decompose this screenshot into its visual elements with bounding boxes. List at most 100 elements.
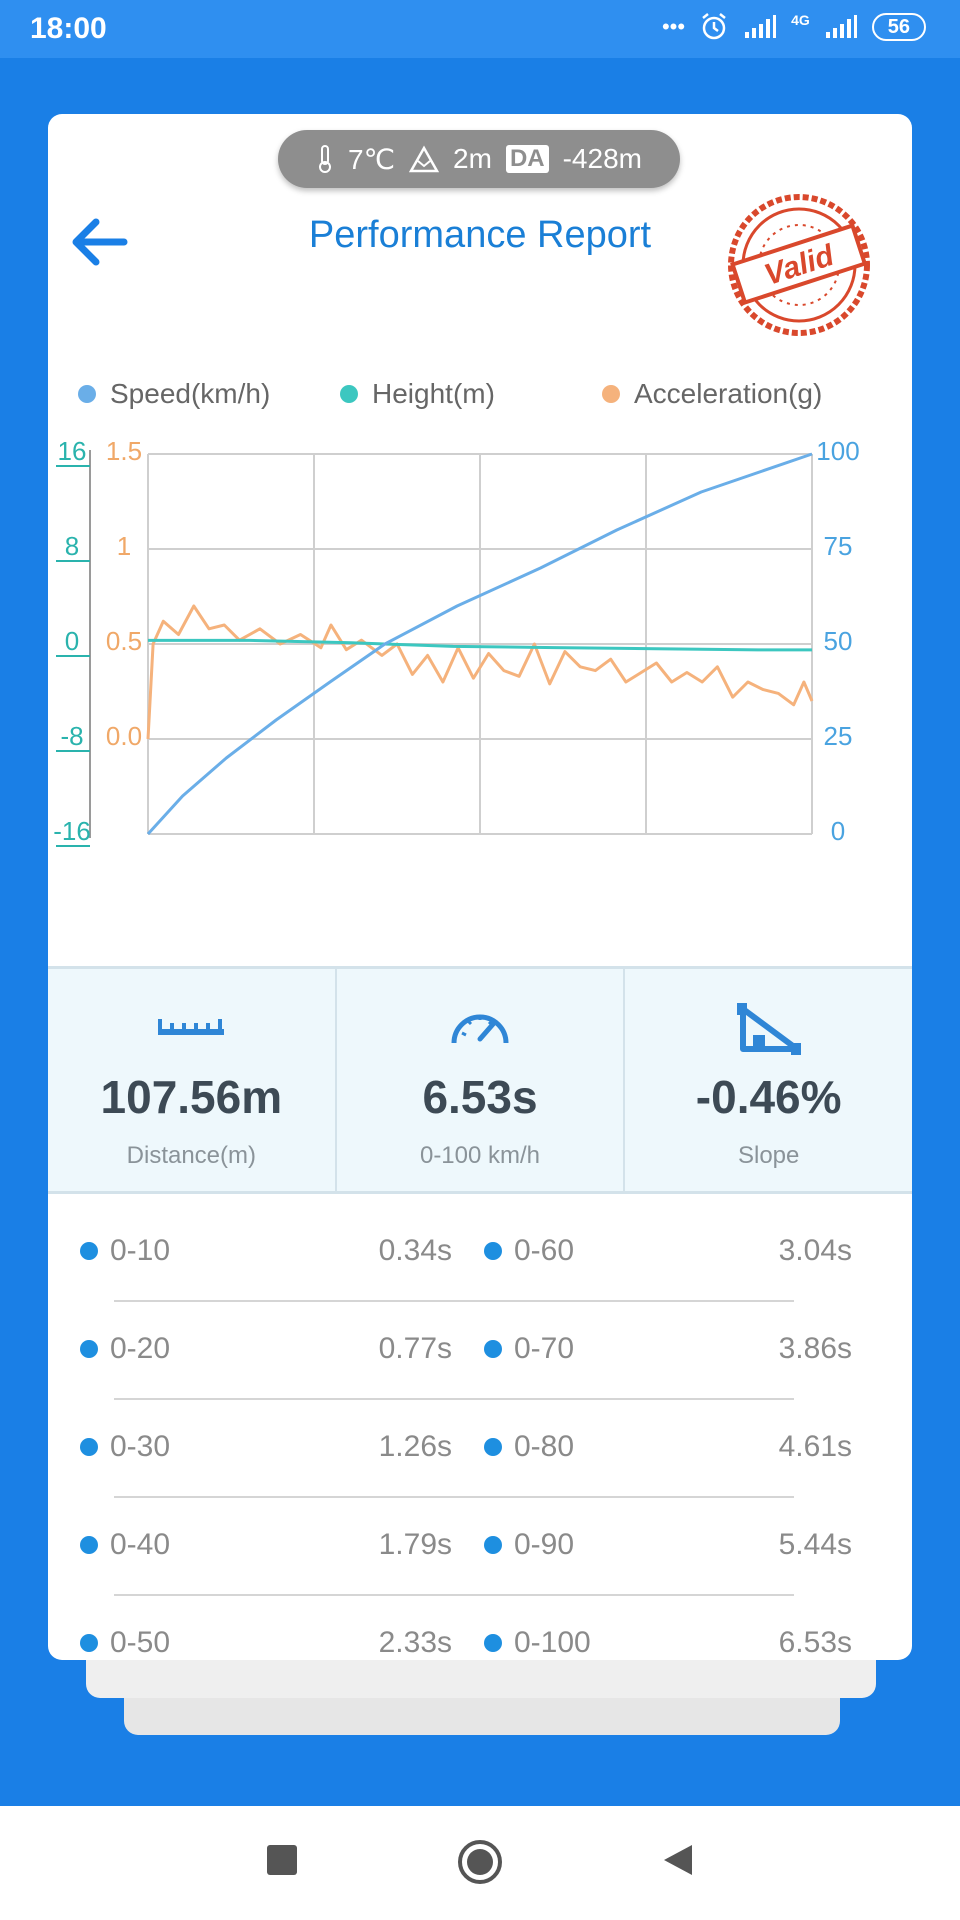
split-right-range: 0-80 (484, 1430, 574, 1464)
split-left-range: 0-50 (80, 1626, 170, 1660)
split-left-range-label: 0-30 (110, 1430, 171, 1463)
table-row: 0-40 1.79s 0-90 5.44s (48, 1498, 912, 1596)
legend-height: Height(m) (340, 378, 495, 410)
height-tick-label: 16 (58, 436, 87, 466)
speed-tick-label: 100 (816, 436, 859, 466)
back-arrow-icon[interactable] (64, 212, 134, 272)
split-right-range: 0-70 (484, 1332, 574, 1366)
split-left-time: 0.77s (378, 1332, 452, 1365)
split-right-range-label: 0-80 (514, 1430, 575, 1463)
thermometer-icon (319, 145, 331, 173)
split-left-time: 1.26s (378, 1430, 452, 1463)
split-left-range-label: 0-20 (110, 1332, 171, 1365)
bullet-icon (484, 1438, 502, 1456)
slope-icon (736, 1003, 801, 1055)
series-line-accel (146, 604, 814, 740)
split-right-time: 5.44s (778, 1528, 852, 1561)
bullet-icon (484, 1242, 502, 1260)
legend-speed-swatch (78, 385, 96, 403)
report-card: 7℃ 2m DA -428m Performance Report Valid … (48, 114, 912, 1660)
recent-apps-button[interactable] (264, 1842, 300, 1878)
legend-height-label: Height(m) (372, 378, 495, 409)
row-divider (114, 1496, 794, 1498)
signal-icon-2 (825, 15, 857, 38)
split-left-time: 2.33s (378, 1626, 452, 1659)
split-right-range-label: 0-60 (514, 1234, 575, 1267)
valid-stamp: Valid (728, 194, 870, 336)
table-row: 0-10 0.34s 0-60 3.04s (48, 1204, 912, 1302)
height-tick-label: 8 (65, 531, 79, 561)
split-left-range: 0-30 (80, 1430, 170, 1464)
bullet-icon (484, 1634, 502, 1652)
legend-acceleration-swatch (602, 385, 620, 403)
height-tick-label: -8 (60, 721, 83, 751)
back-button[interactable] (660, 1842, 696, 1878)
legend-height-swatch (340, 385, 358, 403)
bullet-icon (484, 1536, 502, 1554)
split-right-range: 0-60 (484, 1234, 574, 1268)
speed-tick-label: 50 (824, 626, 853, 656)
series-line-height (148, 638, 812, 652)
table-row: 0-20 0.77s 0-70 3.86s (48, 1302, 912, 1400)
split-left-range: 0-40 (80, 1528, 170, 1562)
stat-slope-label: Slope (737, 1142, 800, 1169)
legend-acceleration: Acceleration(g) (602, 378, 822, 410)
altitude-value: 2m (453, 143, 492, 174)
stat-slope: -0.46% Slope (623, 969, 912, 1191)
split-left-range: 0-20 (80, 1332, 170, 1366)
speed-tick-label: 25 (824, 721, 853, 751)
density-altitude-badge: DA (505, 145, 549, 173)
network-type: 4G (791, 12, 810, 28)
splits-table: 0-10 0.34s 0-60 3.04s 0-20 0.77s 0-70 3.… (48, 1204, 912, 1660)
split-right-range-label: 0-70 (514, 1332, 575, 1365)
split-left-time: 1.79s (378, 1528, 452, 1561)
battery-indicator: 56 (871, 13, 926, 41)
split-right-time: 6.53s (778, 1626, 852, 1659)
speed-tick-label: 75 (824, 531, 853, 561)
split-right-range: 0-100 (484, 1626, 591, 1660)
split-left-time: 0.34s (378, 1234, 452, 1267)
stat-distance-value: 107.56m (100, 1071, 283, 1123)
ruler-icon (158, 1019, 225, 1035)
speed-tick-label: 0 (831, 816, 845, 846)
page-title: Performance Report (308, 214, 652, 256)
legend-speed: Speed(km/h) (78, 378, 270, 410)
bullet-icon (484, 1340, 502, 1358)
split-left-range: 0-10 (80, 1234, 170, 1268)
status-icons: ••• 4G 56 (662, 12, 926, 42)
temperature-value: 7℃ (348, 143, 396, 175)
stat-distance-label: Distance(m) (126, 1142, 257, 1169)
more-dots-icon: ••• (661, 14, 686, 39)
split-left-range-label: 0-10 (110, 1234, 171, 1267)
accel-tick-label: 1 (117, 531, 131, 561)
stat-acceleration-time-value: 6.53s (422, 1071, 538, 1123)
series-line-speed (146, 452, 813, 836)
status-bar: 18:00 ••• 4G 56 (0, 0, 960, 58)
bullet-icon (80, 1340, 98, 1358)
accel-tick-label: 1.5 (106, 436, 142, 466)
density-altitude-value: -428m (562, 143, 642, 174)
speedometer-icon (451, 1014, 509, 1044)
height-tick-label: -16 (53, 816, 91, 846)
stat-acceleration-time: 6.53s 0-100 km/h (334, 969, 624, 1191)
split-right-range-label: 0-90 (514, 1528, 575, 1561)
split-right-time: 3.86s (778, 1332, 852, 1365)
home-button[interactable] (456, 1838, 504, 1886)
stat-distance: 107.56m Distance(m) (48, 969, 335, 1191)
split-right-time: 3.04s (778, 1234, 852, 1267)
stat-acceleration-time-label: 0-100 km/h (419, 1142, 541, 1169)
system-nav-bar (0, 1806, 960, 1920)
split-right-range: 0-90 (484, 1528, 574, 1562)
split-right-range-label: 0-100 (514, 1626, 591, 1659)
alarm-icon (702, 13, 726, 40)
accel-tick-label: 0.5 (106, 626, 142, 656)
legend-speed-label: Speed(km/h) (110, 378, 271, 409)
bullet-icon (80, 1438, 98, 1456)
split-left-range-label: 0-40 (110, 1528, 171, 1561)
table-row: 0-50 2.33s 0-100 6.53s (48, 1596, 912, 1660)
split-left-range-label: 0-50 (110, 1626, 171, 1659)
bullet-icon (80, 1242, 98, 1260)
row-divider (114, 1398, 794, 1400)
stat-slope-value: -0.46% (695, 1071, 842, 1123)
accel-tick-label: 0.0 (106, 721, 142, 751)
